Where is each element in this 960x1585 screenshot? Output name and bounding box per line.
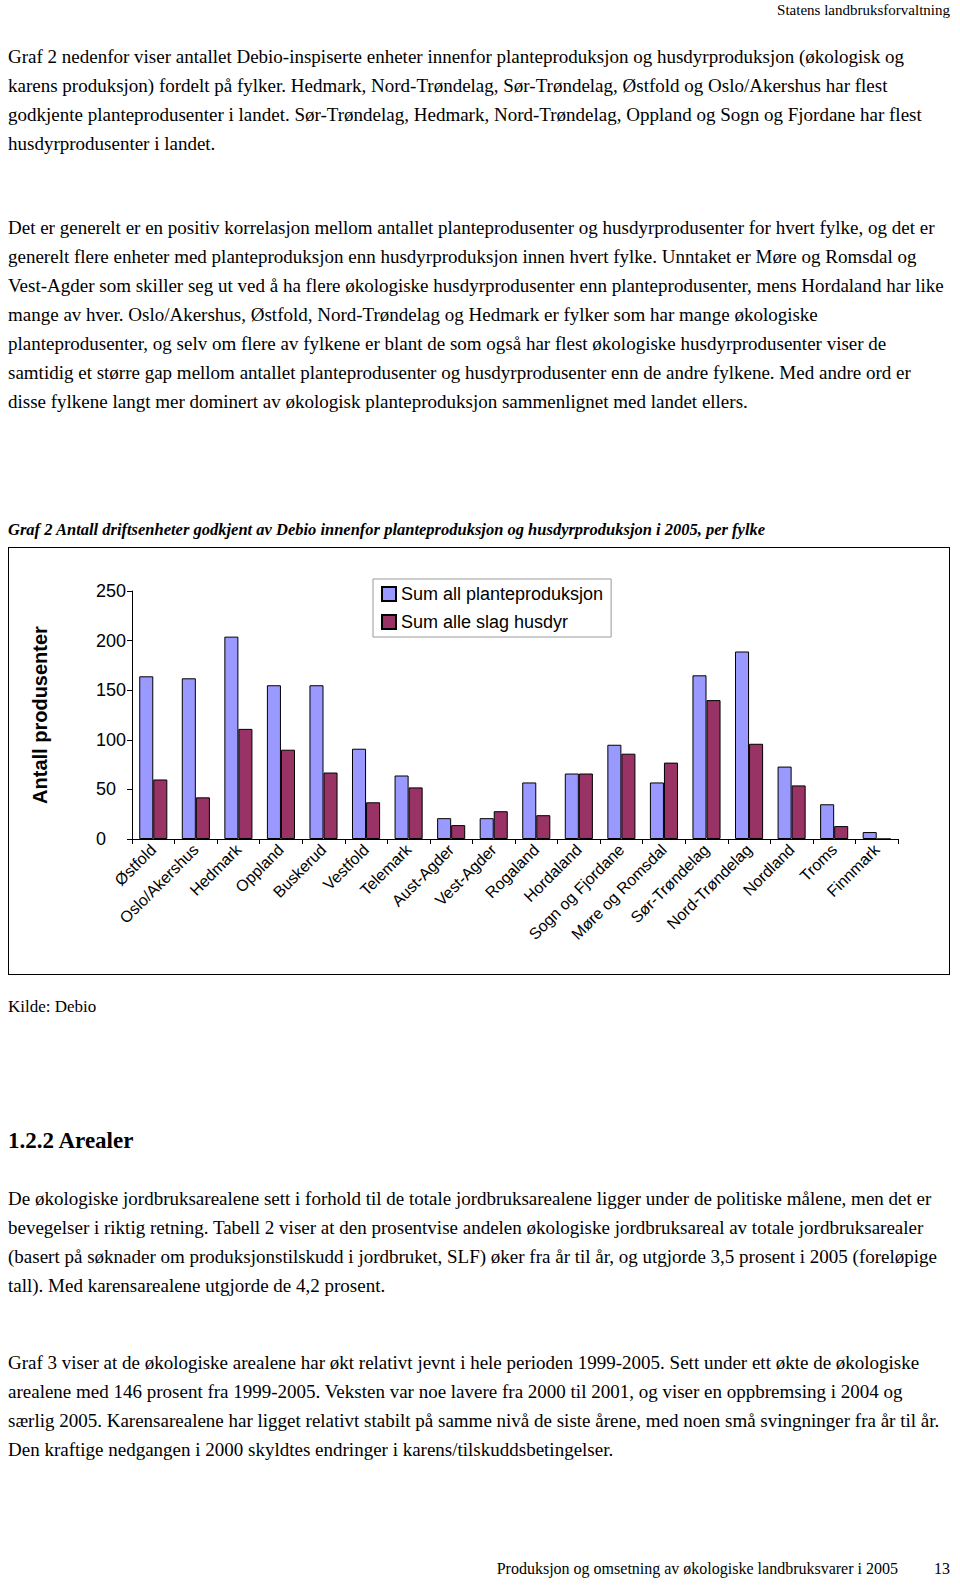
html-text:Graf 2 Antall driftsenheter go: Graf 2 Antall driftsenheter godkjent av … bbox=[8, 520, 766, 539]
svg-text:Aust-Agder: Aust-Agder bbox=[388, 841, 458, 910]
html-text:Statens landbruksforvaltning: Statens landbruksforvaltning bbox=[777, 2, 950, 18]
svg-text:Vestfold: Vestfold bbox=[319, 841, 373, 894]
html-text:De økologiske jordbruksarealen: De økologiske jordbruksarealene sett i f… bbox=[8, 1188, 937, 1296]
svg-text:Telemark: Telemark bbox=[356, 841, 415, 899]
svg-text:Sum all planteproduksjon: Sum all planteproduksjon bbox=[401, 584, 603, 604]
svg-text:Oppland: Oppland bbox=[232, 841, 287, 896]
html-text:Kilde: Debio: Kilde: Debio bbox=[8, 997, 97, 1016]
svg-text:Buskerud: Buskerud bbox=[270, 841, 330, 901]
svg-text:Antall produsenter: Antall produsenter bbox=[29, 626, 51, 804]
svg-text:Troms: Troms bbox=[796, 841, 841, 885]
html-text:Produksjon og omsetning av øko: Produksjon og omsetning av økologiske la… bbox=[496, 1560, 898, 1577]
svg-text:50: 50 bbox=[96, 779, 116, 799]
svg-text:150: 150 bbox=[96, 680, 126, 700]
svg-text:Rogaland: Rogaland bbox=[481, 841, 543, 902]
html-text:1.2.2 Arealer: 1.2.2 Arealer bbox=[8, 1128, 134, 1153]
svg-text:Hedmark: Hedmark bbox=[187, 840, 246, 899]
html-text:Graf 3 viser at de økologiske: Graf 3 viser at de økologiske arealene h… bbox=[8, 1352, 940, 1460]
svg-text:Nordland: Nordland bbox=[740, 841, 798, 899]
svg-text:Vest-Agder: Vest-Agder bbox=[431, 841, 500, 909]
svg-text:0: 0 bbox=[96, 829, 106, 849]
svg-text:Møre og Romsdal: Møre og Romsdal bbox=[568, 841, 670, 943]
svg-text:Sum alle slag husdyr: Sum alle slag husdyr bbox=[401, 612, 568, 632]
svg-text:200: 200 bbox=[96, 631, 126, 651]
svg-text:250: 250 bbox=[96, 581, 126, 601]
html-text:13: 13 bbox=[934, 1560, 950, 1577]
svg-text:100: 100 bbox=[96, 730, 126, 750]
html-text:Graf 2 nedenfor viser antallet: Graf 2 nedenfor viser antallet Debio-ins… bbox=[8, 46, 922, 154]
svg-text:Oslo/Akershus: Oslo/Akershus bbox=[116, 841, 202, 927]
svg-text:Sør-Trøndelag: Sør-Trøndelag bbox=[627, 841, 713, 927]
svg-text:Sogn og Fjordane: Sogn og Fjordane bbox=[525, 841, 628, 943]
svg-text:Hordaland: Hordaland bbox=[520, 841, 585, 906]
svg-text:Østfold: Østfold bbox=[111, 841, 160, 889]
svg-text:Finnmark: Finnmark bbox=[824, 840, 884, 900]
html-text:Det er generelt er en positiv: Det er generelt er en positiv korrelasjo… bbox=[8, 217, 944, 412]
svg-text:Nord-Trøndelag: Nord-Trøndelag bbox=[663, 841, 756, 933]
